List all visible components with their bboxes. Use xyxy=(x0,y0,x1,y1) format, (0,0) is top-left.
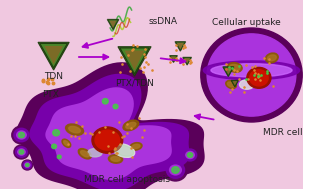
Ellipse shape xyxy=(62,139,71,147)
Ellipse shape xyxy=(230,64,240,70)
Polygon shape xyxy=(184,58,190,64)
Ellipse shape xyxy=(22,160,33,170)
Ellipse shape xyxy=(92,127,123,153)
Ellipse shape xyxy=(66,124,84,135)
Ellipse shape xyxy=(227,63,242,72)
Polygon shape xyxy=(231,80,239,87)
Polygon shape xyxy=(109,21,117,28)
Polygon shape xyxy=(125,50,144,70)
Polygon shape xyxy=(29,74,190,189)
Polygon shape xyxy=(170,56,177,62)
Polygon shape xyxy=(16,62,205,189)
Ellipse shape xyxy=(69,126,81,133)
Ellipse shape xyxy=(113,144,135,157)
Polygon shape xyxy=(118,47,151,76)
Text: MDR cell apoptosis: MDR cell apoptosis xyxy=(84,175,170,184)
Polygon shape xyxy=(44,46,63,64)
Ellipse shape xyxy=(95,130,120,150)
Ellipse shape xyxy=(81,151,89,157)
Ellipse shape xyxy=(207,34,296,116)
Polygon shape xyxy=(183,57,192,65)
Polygon shape xyxy=(233,81,237,86)
Ellipse shape xyxy=(132,144,140,149)
Ellipse shape xyxy=(19,150,24,154)
Text: TDN: TDN xyxy=(44,72,63,81)
Ellipse shape xyxy=(25,163,30,167)
Text: Cellular uptake: Cellular uptake xyxy=(212,18,281,27)
Ellipse shape xyxy=(211,64,292,77)
Polygon shape xyxy=(176,42,185,50)
Ellipse shape xyxy=(114,145,134,156)
Ellipse shape xyxy=(64,141,69,146)
Ellipse shape xyxy=(111,157,120,161)
Ellipse shape xyxy=(16,147,27,157)
Ellipse shape xyxy=(26,163,29,167)
Ellipse shape xyxy=(247,67,271,88)
Ellipse shape xyxy=(102,98,108,104)
Ellipse shape xyxy=(183,149,197,161)
Polygon shape xyxy=(183,58,191,64)
Ellipse shape xyxy=(172,167,179,173)
Polygon shape xyxy=(38,42,69,70)
Ellipse shape xyxy=(130,143,142,150)
Polygon shape xyxy=(232,81,238,86)
Ellipse shape xyxy=(88,149,102,157)
Ellipse shape xyxy=(12,126,31,144)
Ellipse shape xyxy=(267,55,276,61)
Ellipse shape xyxy=(14,128,29,142)
Ellipse shape xyxy=(187,153,193,157)
Ellipse shape xyxy=(52,144,57,149)
Ellipse shape xyxy=(203,61,299,80)
Ellipse shape xyxy=(123,120,139,131)
Ellipse shape xyxy=(227,82,235,87)
Polygon shape xyxy=(223,67,233,76)
Ellipse shape xyxy=(14,145,29,159)
Polygon shape xyxy=(108,20,118,29)
Ellipse shape xyxy=(250,70,268,86)
Text: ssDNA: ssDNA xyxy=(148,18,177,26)
Ellipse shape xyxy=(53,130,60,136)
Polygon shape xyxy=(223,67,234,77)
Ellipse shape xyxy=(239,80,254,89)
Ellipse shape xyxy=(18,149,25,155)
Ellipse shape xyxy=(226,81,236,89)
Ellipse shape xyxy=(78,149,91,159)
Ellipse shape xyxy=(266,53,278,63)
Text: MDR cell: MDR cell xyxy=(263,128,303,137)
Polygon shape xyxy=(175,42,186,51)
Ellipse shape xyxy=(186,151,194,159)
Polygon shape xyxy=(45,87,172,180)
Ellipse shape xyxy=(182,147,199,163)
Polygon shape xyxy=(107,19,119,30)
Polygon shape xyxy=(177,43,183,49)
Ellipse shape xyxy=(164,159,187,181)
Ellipse shape xyxy=(169,165,181,175)
Ellipse shape xyxy=(23,161,31,169)
Ellipse shape xyxy=(57,155,61,159)
Ellipse shape xyxy=(126,122,136,129)
Ellipse shape xyxy=(201,28,302,122)
Polygon shape xyxy=(171,57,176,61)
Polygon shape xyxy=(40,43,67,68)
Ellipse shape xyxy=(113,104,118,109)
Text: PTX/TDN: PTX/TDN xyxy=(115,78,154,87)
Ellipse shape xyxy=(166,162,184,178)
Polygon shape xyxy=(120,48,149,74)
Ellipse shape xyxy=(108,155,123,163)
Polygon shape xyxy=(225,68,232,75)
Ellipse shape xyxy=(18,132,25,138)
Ellipse shape xyxy=(16,131,26,139)
Text: PTX: PTX xyxy=(42,90,59,99)
Polygon shape xyxy=(169,56,177,63)
